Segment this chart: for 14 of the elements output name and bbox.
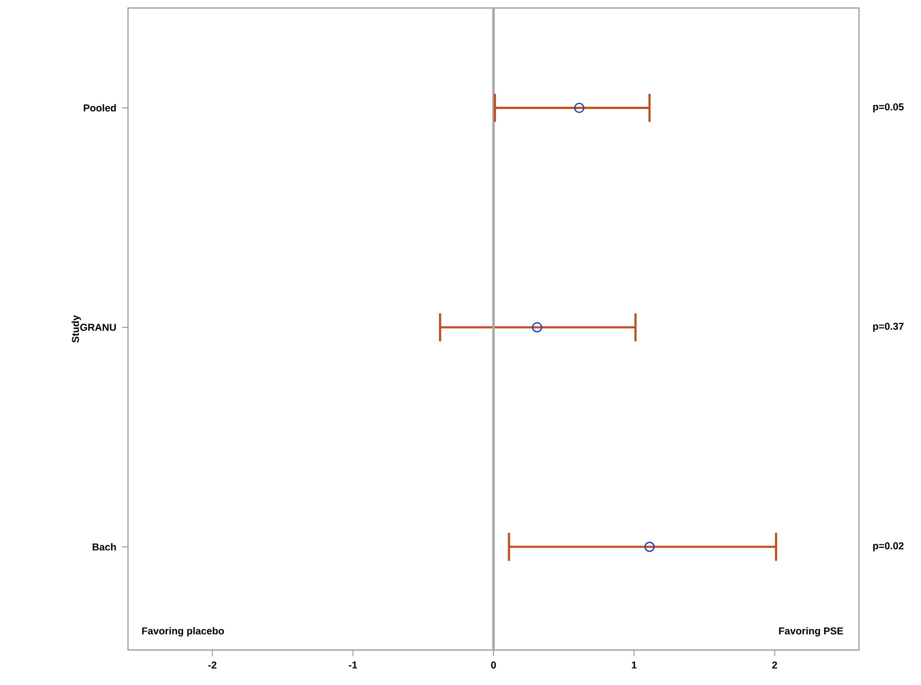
- y-axis-title: Study: [72, 315, 81, 343]
- text: p=0.37: [873, 322, 904, 332]
- y-tick-label: Pooled: [84, 104, 116, 112]
- y-tick-label: GRANU: [80, 324, 116, 331]
- x-tick-label: 2: [772, 662, 778, 668]
- x-tick-label: 0: [491, 662, 496, 669]
- text: p=0.05: [873, 103, 904, 112]
- y-tick-label: Bach: [92, 543, 116, 550]
- x-tick-label: 1: [632, 662, 637, 668]
- annotation: Favoring placebo: [142, 627, 224, 636]
- x-tick-label: -1: [348, 662, 358, 668]
- text: p=0.02: [873, 542, 904, 552]
- x-tick-label: -2: [208, 662, 216, 668]
- annotation: Favoring PSE: [779, 627, 844, 636]
